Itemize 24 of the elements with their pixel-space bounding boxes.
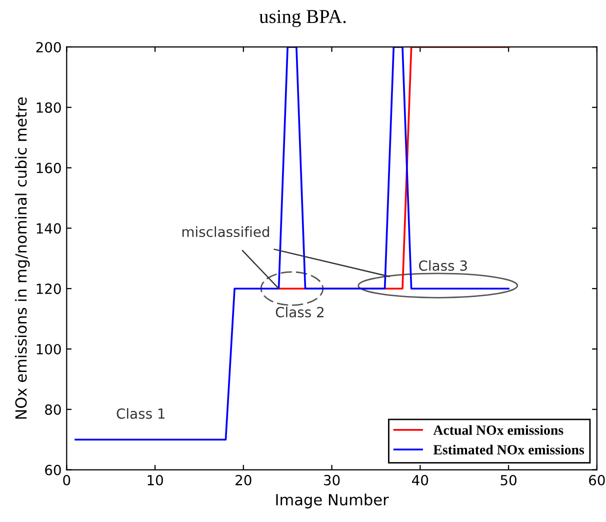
- annotation: misclassified: [182, 226, 270, 238]
- annotation: Class 2: [276, 306, 324, 318]
- x-tick-label: 30: [324, 474, 340, 486]
- y-tick-label: 100: [36, 344, 61, 354]
- y-tick-label: 60: [45, 464, 61, 476]
- y-tick-label: 200: [36, 42, 61, 52]
- legend-label: Estimated NOx emissions: [433, 444, 584, 454]
- chart-title: using BPA.: [259, 10, 346, 28]
- y-tick-label: 140: [36, 223, 61, 234]
- x-tick-label: 20: [236, 474, 252, 486]
- x-tick-label: 0: [63, 474, 70, 486]
- y-tick-label: 80: [45, 404, 61, 415]
- x-tick-label: 10: [148, 474, 163, 486]
- annotation: Class 3: [419, 260, 467, 271]
- x-tick-label: 40: [412, 474, 428, 486]
- y-tick-label: 160: [36, 162, 61, 174]
- annotation: Class 1: [116, 408, 165, 419]
- y-tick-label: 180: [36, 102, 61, 113]
- legend-label: Actual NOx emissions: [433, 425, 564, 435]
- y-axis-title: NOx emissions in mg/nominal cubic metre: [14, 97, 30, 419]
- y-tick-label: 120: [36, 284, 61, 294]
- x-axis-title: Image Number: [276, 494, 389, 508]
- x-tick-label: 50: [500, 474, 516, 486]
- x-tick-label: 60: [589, 474, 605, 486]
